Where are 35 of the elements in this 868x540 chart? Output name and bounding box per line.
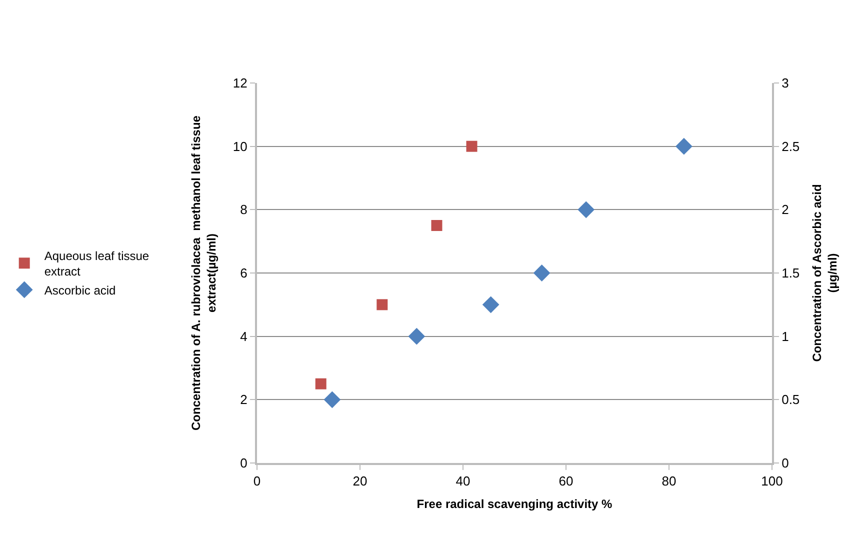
legend-label: Aqueous leaf tissue extract: [44, 248, 150, 279]
y-tick-label: 12: [232, 76, 248, 91]
x-tick-label: 80: [662, 474, 676, 489]
x-tick-label: 20: [352, 474, 368, 489]
point: [376, 299, 388, 310]
y-tick-label: 4: [240, 328, 248, 344]
y-tick-label: 2: [240, 392, 248, 408]
y-tick-label: 10: [232, 138, 248, 154]
point: [315, 378, 326, 390]
y2-tick-label: 0: [782, 456, 789, 471]
point: [533, 264, 550, 282]
point: [466, 140, 478, 152]
y2-tick-label: 1.5: [782, 266, 800, 281]
x-tick-label: 40: [456, 474, 470, 489]
y2-tick-label: 2.5: [782, 138, 800, 154]
y-axis-title: Concentration of A. rubroviolacea methanol leaf tissue extract(µg/ml): [189, 115, 219, 430]
y-tick-label: 6: [240, 266, 248, 281]
point: [675, 138, 692, 155]
point: [408, 328, 426, 345]
y2-tick-label: 2: [782, 202, 789, 218]
x-axis-title: Free radical scavenging activity %: [416, 497, 613, 511]
point: [578, 201, 595, 218]
x-tick-label: 100: [761, 474, 783, 489]
y-tick-label: 0: [240, 456, 248, 471]
x-tick-label: 0: [253, 474, 261, 489]
y2-tick-label: 1: [782, 328, 789, 344]
x-tick-label: 60: [558, 474, 574, 489]
point: [324, 391, 341, 408]
y2-axis-title: Concentration of Ascorbic acid (µg/ml): [810, 184, 840, 362]
point: [431, 220, 442, 231]
y2-tick-label: 3: [782, 76, 789, 91]
y-tick-label: 8: [240, 202, 248, 218]
y2-tick-label: 0.5: [782, 392, 800, 408]
legend-label: Ascorbic acid: [44, 283, 116, 298]
point: [482, 296, 500, 314]
